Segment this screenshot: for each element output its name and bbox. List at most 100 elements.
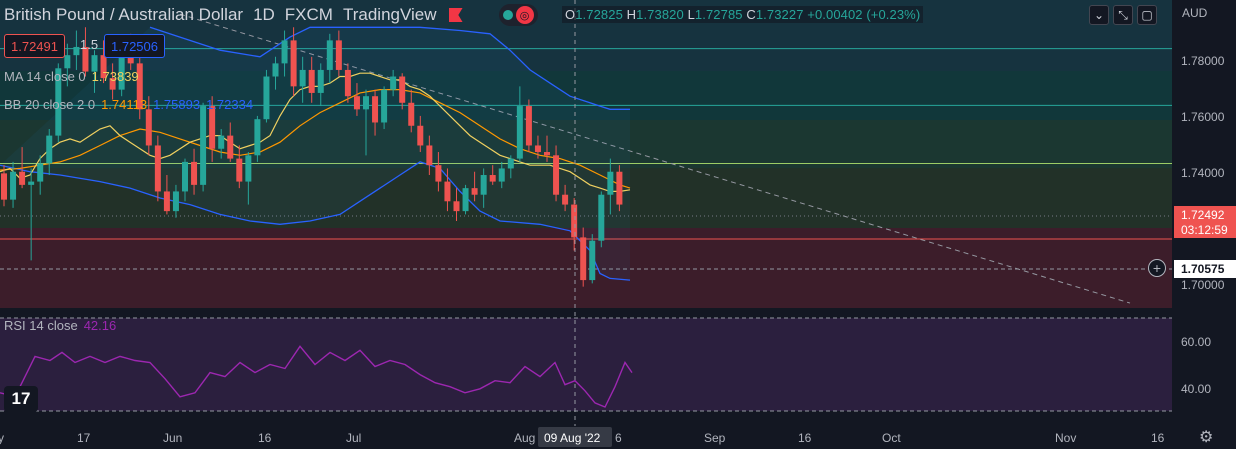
rsi-legend-value: 42.16 (83, 318, 117, 333)
time-tick: Sep (704, 431, 726, 445)
candle-body (290, 40, 297, 87)
buy-button[interactable]: 1.72506 (104, 34, 165, 58)
countdown: 03:12:59 (1181, 223, 1228, 237)
low-value: 1.72785 (694, 7, 743, 22)
expand-icon[interactable]: ⤡ (1113, 5, 1133, 25)
candle-body (19, 171, 26, 185)
candle-body (335, 40, 342, 70)
candle-body (10, 171, 17, 200)
chevron-down-icon[interactable]: ⌄ (1089, 5, 1109, 25)
tradingview-logo[interactable]: 17 (4, 386, 38, 412)
bb-basis-value: 1.74113 (101, 97, 148, 112)
hline-price-label (1174, 260, 1236, 278)
candle-body (145, 109, 152, 146)
brand-name: TradingView (342, 5, 437, 24)
market-status-icon (502, 10, 513, 20)
candle-body (317, 69, 324, 93)
candle-body (218, 135, 225, 149)
candle-body (372, 96, 379, 123)
interval[interactable]: 1D (253, 5, 275, 24)
gear-icon[interactable]: ⚙ (1199, 429, 1214, 446)
ma-legend[interactable]: MA 14 close 0 1.73839 (4, 69, 139, 84)
last-price-value: 1.72492 (1181, 208, 1225, 222)
zone-upper (0, 71, 1172, 120)
candle-body (272, 63, 279, 77)
plus-circle-icon[interactable]: + (1148, 259, 1166, 277)
time-axis-ticks: y 17 Jun 16 Jul Aug 6 Sep 16 Oct Nov 16 (0, 431, 1165, 445)
pane-separator (0, 308, 1172, 318)
candle-body (462, 188, 469, 212)
candle-body (562, 194, 569, 205)
flag-icon[interactable] (448, 8, 463, 22)
candle-body (163, 191, 170, 212)
hline-price-value: 1.70575 (1181, 262, 1225, 276)
candle-body (236, 158, 243, 182)
fullscreen-icon[interactable]: ▢ (1137, 5, 1157, 25)
candle-body (471, 188, 478, 195)
bb-legend-name: BB 20 close 2 0 (4, 97, 96, 112)
candle-body (426, 145, 433, 166)
crosshair-date: 09 Aug '22 (544, 431, 601, 445)
toggle-icon[interactable]: ◎ (498, 4, 538, 26)
rsi-tick: 60.00 (1181, 335, 1211, 349)
bb-lower-value: 1.72334 (206, 97, 254, 112)
bb-basis-line (0, 88, 631, 189)
price-tick: 1.76000 (1181, 110, 1225, 124)
candle-body (480, 175, 487, 195)
candle-body (91, 55, 98, 72)
open-value: 1.72825 (575, 7, 623, 22)
candle-body (227, 135, 234, 159)
currency-label: AUD (1182, 6, 1208, 20)
bb-lower-line (0, 161, 631, 281)
bb-upper-line (149, 26, 630, 110)
price-tick: 1.74000 (1181, 166, 1225, 180)
rsi-band (0, 318, 1172, 411)
candle-body (172, 191, 179, 212)
candle-body (254, 119, 261, 156)
candle-body (308, 69, 315, 93)
time-tick: Jun (163, 431, 182, 445)
candle-body (37, 163, 44, 182)
candle-body (154, 145, 161, 192)
bb-upper-value: 1.75893 (153, 97, 201, 112)
candle-body (299, 69, 306, 87)
candle-body (191, 161, 198, 185)
candle-body (182, 161, 188, 192)
candle-body (390, 76, 397, 90)
price-tick: 1.70000 (1181, 278, 1225, 292)
candles (1, 27, 623, 287)
symbol-name: British Pound / Australian Dollar (4, 5, 244, 24)
pane-controls: ⌄ ⤡ ▢ (1089, 5, 1157, 25)
candle-body (363, 96, 369, 110)
candle-body (553, 155, 560, 195)
candle-body (344, 69, 351, 97)
bb-fill (0, 27, 630, 281)
candle-body (109, 78, 116, 90)
candle-body (589, 240, 596, 281)
rsi-legend[interactable]: RSI 14 close 42.16 (4, 318, 116, 333)
high-value: 1.73820 (636, 7, 684, 22)
candle-body (544, 152, 550, 156)
candle-body (73, 46, 80, 56)
candle-body (616, 171, 623, 205)
candle-body (200, 106, 207, 185)
time-tick: Jul (346, 431, 361, 445)
time-tick: y (0, 431, 4, 445)
candle-body (46, 135, 53, 164)
sell-button[interactable]: 1.72491 (4, 34, 65, 58)
symbol-header[interactable]: British Pound / Australian Dollar 1D FXC… (4, 4, 538, 26)
candle-body (489, 175, 496, 182)
time-tick: Oct (882, 431, 901, 445)
candle-body (263, 76, 270, 120)
ma-legend-value: 1.73839 (91, 69, 139, 84)
time-tick: 16 (798, 431, 812, 445)
bb-legend[interactable]: BB 20 close 2 0 1.74113 1.75893 1.72334 (4, 97, 253, 112)
rsi-bottom (0, 411, 1172, 426)
time-tick: 17 (77, 431, 91, 445)
candle-body (28, 181, 35, 185)
exchange: FXCM (284, 5, 333, 24)
rsi-legend-name: RSI 14 close (4, 318, 78, 333)
candle-body (64, 55, 71, 69)
candle-body (118, 46, 125, 90)
